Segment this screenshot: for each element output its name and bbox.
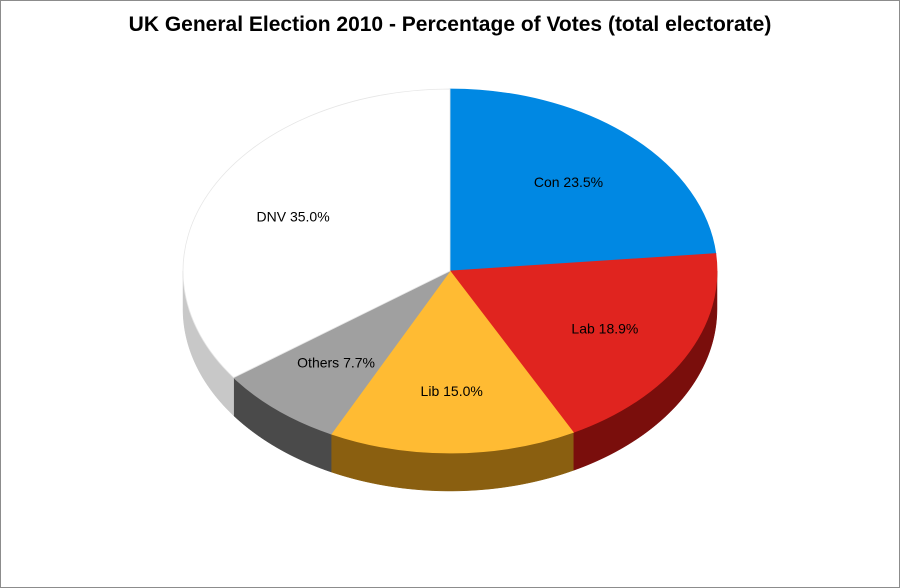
pie-slice-lib <box>330 270 574 454</box>
pie-slice-dnv <box>182 88 451 379</box>
pie-label-lib: Lib 15.0% <box>421 383 483 399</box>
pie-slice-others <box>232 270 451 435</box>
pie-label-con: Con 23.5% <box>534 174 603 190</box>
pie-slice-con <box>449 88 717 272</box>
pie-slice-lab <box>449 253 718 433</box>
pie-label-dnv: DNV 35.0% <box>257 208 330 224</box>
pie-label-others: Others 7.7% <box>297 355 375 371</box>
pie-slices <box>182 88 718 454</box>
pie-label-lab: Lab 18.9% <box>571 320 638 336</box>
chart-title: UK General Election 2010 - Percentage of… <box>128 13 772 36</box>
pie-sides <box>182 270 718 492</box>
pie-labels: Con 23.5% Lab 18.9% Lib 15.0% Others 7.7% DN… <box>257 174 639 399</box>
